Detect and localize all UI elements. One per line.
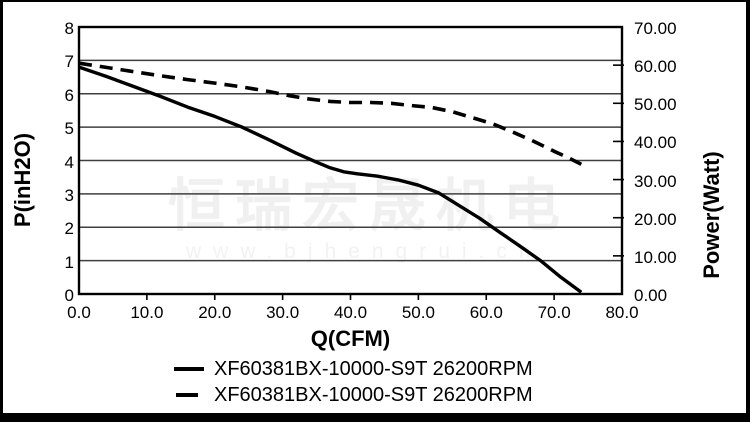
x-tick-label: 20.0	[198, 303, 232, 322]
y-left-tick-label: 7	[64, 52, 74, 72]
y-right-tick-label: 60.00	[634, 57, 677, 77]
y-right-tick-label: 0.00	[634, 286, 668, 305]
x-tick-label: 0.0	[67, 303, 91, 322]
legend-label: XF60381BX-10000-S9T 26200RPM	[214, 357, 533, 380]
chart-legend: XF60381BX-10000-S9T 26200RPM XF60381BX-1…	[174, 356, 533, 408]
y-right-tick-label: 70.00	[634, 19, 677, 38]
solid-line-marker-icon	[174, 367, 204, 371]
y-left-tick-label: 2	[64, 219, 74, 239]
y-left-tick-label: 4	[64, 152, 74, 172]
y-left-tick-label: 1	[64, 252, 74, 272]
x-tick-label: 50.0	[401, 303, 435, 322]
x-axis-title: Q(CFM)	[310, 326, 391, 351]
legend-item-pressure: XF60381BX-10000-S9T 26200RPM	[174, 356, 533, 382]
y-left-tick-label: 3	[64, 185, 74, 205]
axis-ticks	[146, 64, 624, 300]
curves	[78, 61, 583, 294]
y-right-tick-label: 20.00	[634, 209, 677, 229]
x-tick-label: 40.0	[333, 303, 368, 322]
x-tick-label: 80.0	[605, 303, 639, 322]
watermark-url: www.bjhengrui.cn	[186, 240, 543, 263]
y-right-tick-label: 50.00	[634, 95, 677, 115]
pressure-curve	[78, 65, 583, 294]
y-right-tick-label: 30.00	[634, 171, 677, 191]
power-curve	[78, 61, 583, 166]
y-right-tick-label: 40.00	[634, 133, 677, 153]
x-tick-label: 60.0	[469, 303, 503, 322]
legend-label: XF60381BX-10000-S9T 26200RPM	[214, 383, 533, 406]
y-right-tick-label: 10.00	[634, 247, 677, 267]
dashed-line-marker-icon	[176, 393, 198, 397]
x-tick-label: 30.0	[266, 303, 300, 322]
x-tick-label: 10.0	[130, 303, 164, 322]
y-left-tick-label: 8	[64, 19, 74, 38]
y-left-tick-label: 5	[64, 119, 74, 139]
y-left-tick-label: 6	[64, 85, 74, 105]
legend-item-power: XF60381BX-10000-S9T 26200RPM	[174, 382, 533, 408]
gridlines	[77, 25, 624, 296]
x-tick-label: 70.0	[537, 303, 571, 322]
y-left-tick-label: 0	[64, 286, 74, 305]
left-axis-title: P(inH2O)	[10, 132, 35, 228]
